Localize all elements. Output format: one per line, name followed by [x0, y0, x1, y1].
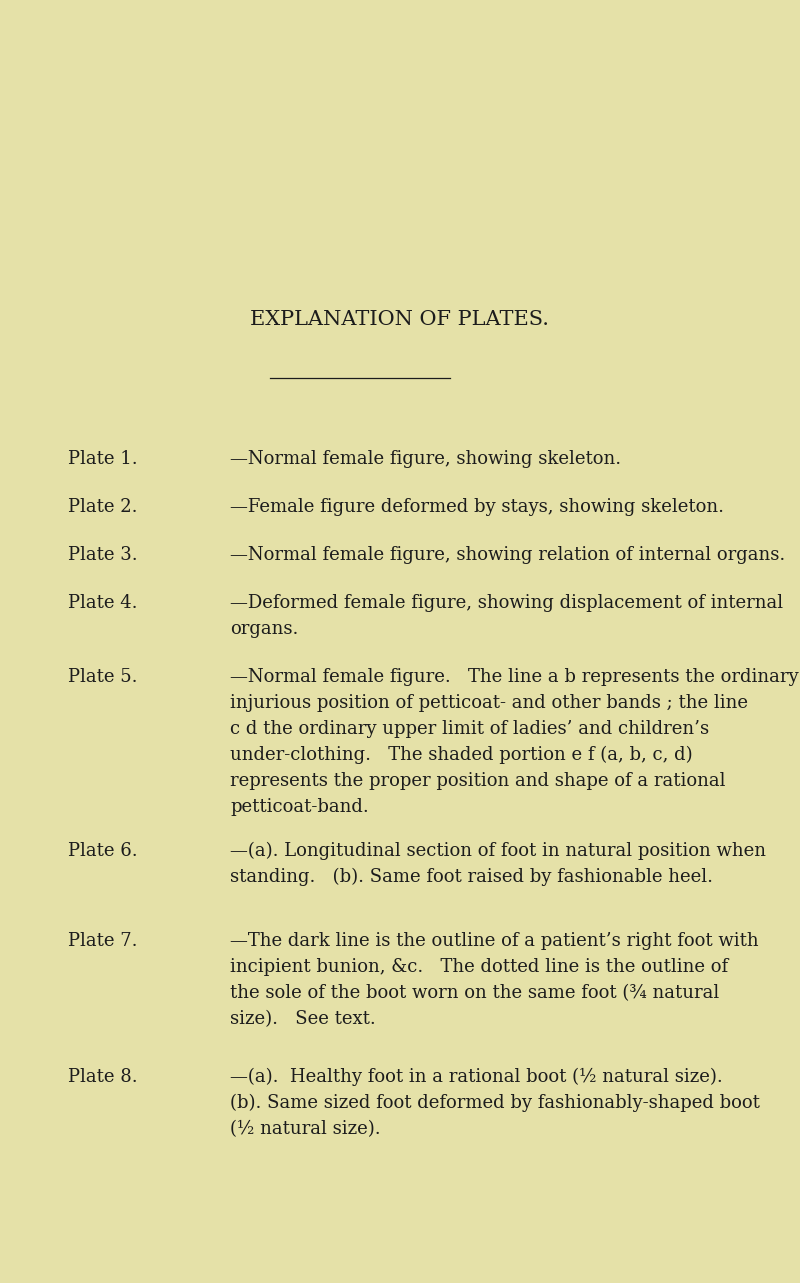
Text: standing.   (b). Same foot raised by fashionable heel.: standing. (b). Same foot raised by fashi… [230, 869, 713, 887]
Text: under-clothing.   The shaded portion e f (a, b, c, d): under-clothing. The shaded portion e f (… [230, 745, 693, 765]
Text: the sole of the boot worn on the same foot (¾ natural: the sole of the boot worn on the same fo… [230, 984, 719, 1002]
Text: petticoat-band.: petticoat-band. [230, 798, 369, 816]
Text: —Deformed female figure, showing displacement of internal: —Deformed female figure, showing displac… [230, 594, 783, 612]
Text: —The dark line is the outline of a patient’s right foot with: —The dark line is the outline of a patie… [230, 931, 758, 949]
Text: incipient bunion, &c.   The dotted line is the outline of: incipient bunion, &c. The dotted line is… [230, 958, 728, 976]
Text: —Female figure deformed by stays, showing skeleton.: —Female figure deformed by stays, showin… [230, 498, 724, 516]
Text: organs.: organs. [230, 620, 298, 638]
Text: Plate 2.: Plate 2. [68, 498, 138, 516]
Text: injurious position of petticoat- and other bands ; the line: injurious position of petticoat- and oth… [230, 694, 748, 712]
Text: (½ natural size).: (½ natural size). [230, 1120, 381, 1138]
Text: Plate 3.: Plate 3. [68, 547, 138, 565]
Text: —Normal female figure, showing relation of internal organs.: —Normal female figure, showing relation … [230, 547, 786, 565]
Text: EXPLANATION OF PLATES.: EXPLANATION OF PLATES. [250, 310, 550, 328]
Text: Plate 7.: Plate 7. [68, 931, 138, 949]
Text: —Normal female figure, showing skeleton.: —Normal female figure, showing skeleton. [230, 450, 621, 468]
Text: Plate 8.: Plate 8. [68, 1067, 138, 1085]
Text: Plate 5.: Plate 5. [68, 668, 138, 686]
Text: represents the proper position and shape of a rational: represents the proper position and shape… [230, 772, 726, 790]
Text: Plate 6.: Plate 6. [68, 842, 138, 860]
Text: (b). Same sized foot deformed by fashionably-shaped boot: (b). Same sized foot deformed by fashion… [230, 1094, 760, 1112]
Text: c d the ordinary upper limit of ladies’ and children’s: c d the ordinary upper limit of ladies’ … [230, 720, 709, 738]
Text: —(a). Longitudinal section of foot in natural position when: —(a). Longitudinal section of foot in na… [230, 842, 766, 860]
Text: —Normal female figure.   The line a b represents the ordinary: —Normal female figure. The line a b repr… [230, 668, 798, 686]
Text: size).   See text.: size). See text. [230, 1010, 376, 1028]
Text: Plate 4.: Plate 4. [68, 594, 138, 612]
Text: —(a).  Healthy foot in a rational boot (½ natural size).: —(a). Healthy foot in a rational boot (½… [230, 1067, 722, 1087]
Text: Plate 1.: Plate 1. [68, 450, 138, 468]
